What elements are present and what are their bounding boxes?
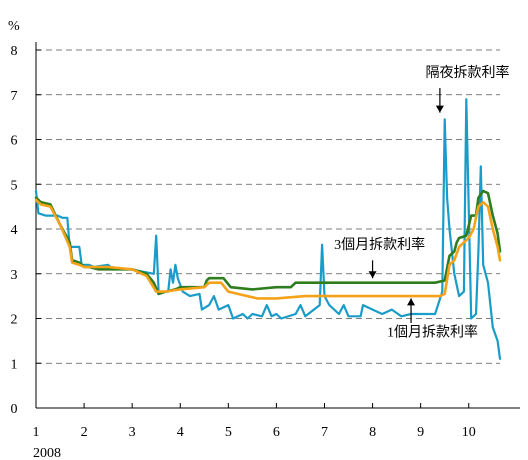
- grid-lines: [36, 49, 500, 364]
- x-tick-labels: 1 2 3 4 5 6 7 8 9 10: [33, 425, 476, 440]
- y-tick-label-8: 8: [11, 44, 18, 59]
- y-tick-labels: 0 1 2 3 4 5 6 7 8: [11, 44, 18, 417]
- x-tick-label-2: 2: [81, 425, 88, 440]
- y-tick-label-3: 3: [11, 268, 18, 283]
- series-annotations: 隔夜拆款利率 3個月拆款利率 1個月拆款利率: [334, 64, 509, 341]
- x-tick-label-10: 10: [462, 425, 476, 440]
- x-tick-label-6: 6: [273, 425, 280, 440]
- series-line-2: [34, 198, 502, 300]
- annotation-arrowhead-overnight: [435, 105, 444, 113]
- series-lines: [34, 98, 502, 360]
- annotation-arrowhead-one_month: [407, 298, 416, 306]
- x-tick-label-5: 5: [225, 425, 232, 440]
- x-tick-label-8: 8: [369, 425, 376, 440]
- y-tick-label-5: 5: [11, 178, 18, 193]
- y-tick-label-0: 0: [11, 402, 18, 417]
- annotation-label-overnight: 隔夜拆款利率: [425, 64, 509, 81]
- x-tick-label-1: 1: [33, 425, 40, 440]
- annotation-label-three_month: 3個月拆款利率: [334, 236, 425, 253]
- x-tick-label-7: 7: [321, 425, 328, 440]
- x-tick-label-9: 9: [417, 425, 424, 440]
- x-tick-label-4: 4: [177, 425, 184, 440]
- y-tick-label-1: 1: [11, 357, 18, 372]
- y-tick-label-4: 4: [11, 223, 18, 238]
- y-tick-label-6: 6: [11, 134, 18, 149]
- annotation-label-one_month: 1個月拆款利率: [387, 323, 478, 340]
- annotation-arrowhead-three_month: [368, 271, 377, 279]
- x-tick-label-3: 3: [129, 425, 136, 440]
- y-tick-label-2: 2: [11, 313, 18, 328]
- x-axis-year-label: 2008: [33, 446, 61, 460]
- y-tick-label-7: 7: [11, 89, 18, 104]
- axes: [35, 42, 520, 409]
- series-line-1: [34, 189, 502, 296]
- y-axis-unit-label: %: [8, 19, 20, 34]
